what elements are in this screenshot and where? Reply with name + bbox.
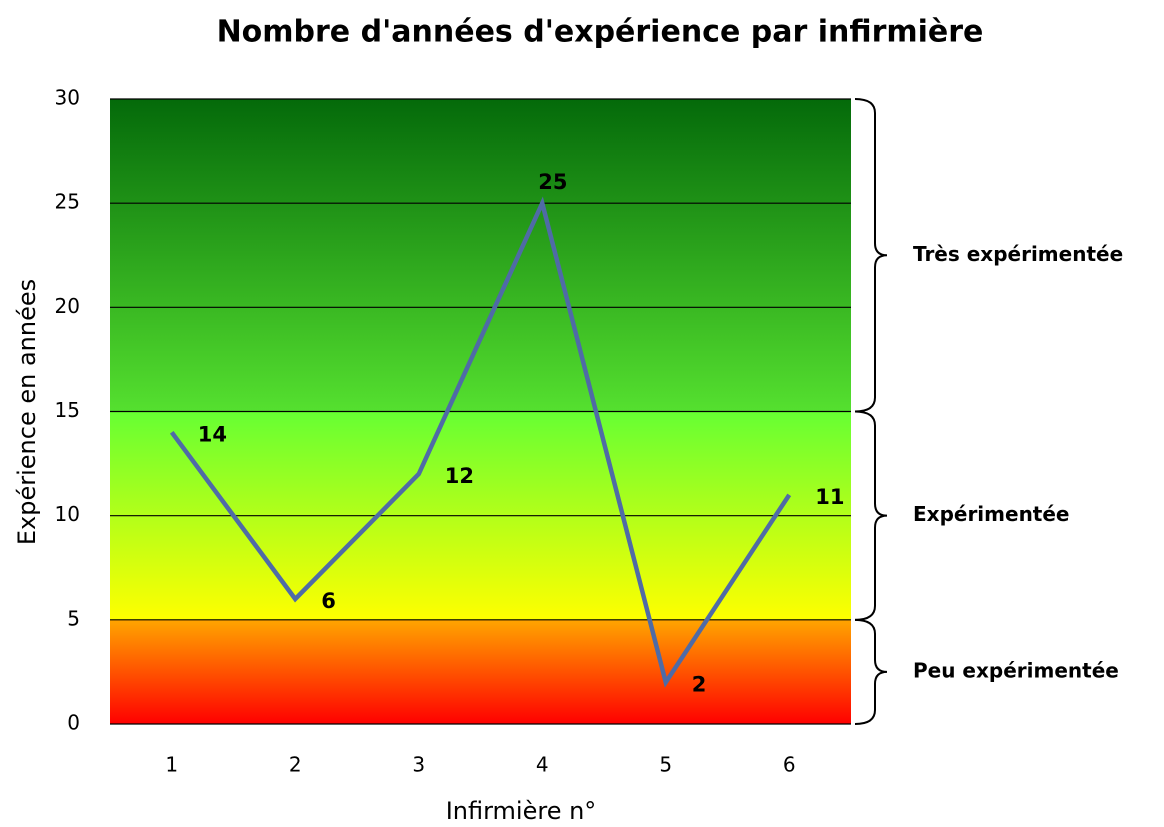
brace [854,618,888,725]
x-tick-label: 1 [165,753,178,777]
band-label: Expérimentée [913,502,1070,526]
brace [854,98,888,413]
x-tick-label: 3 [412,753,425,777]
y-tick-label: 5 [67,606,80,630]
data-label: 11 [815,485,844,509]
data-label: 14 [198,422,227,446]
brace [854,410,888,621]
data-label: 25 [538,170,567,194]
data-label: 2 [692,672,707,696]
data-label: 12 [445,464,474,488]
data-label: 6 [321,589,336,613]
y-axis-label: Expérience en années [13,279,41,545]
band-label: Peu expérimentée [913,658,1119,682]
x-tick-label: 4 [536,753,549,777]
y-tick-label: 10 [55,502,80,526]
x-tick-label: 6 [783,753,796,777]
x-axis-label: Infirmière n° [446,797,597,825]
x-tick-label: 5 [659,753,672,777]
x-tick-label: 2 [289,753,302,777]
y-tick-label: 25 [55,190,80,214]
y-tick-label: 0 [67,711,80,735]
y-tick-label: 20 [55,294,80,318]
band-label: Très expérimentée [913,242,1123,266]
chart-title: Nombre d'années d'expérience par infirmi… [217,15,984,50]
y-tick-label: 30 [55,86,80,110]
y-tick-label: 15 [55,398,80,422]
line [169,196,792,688]
